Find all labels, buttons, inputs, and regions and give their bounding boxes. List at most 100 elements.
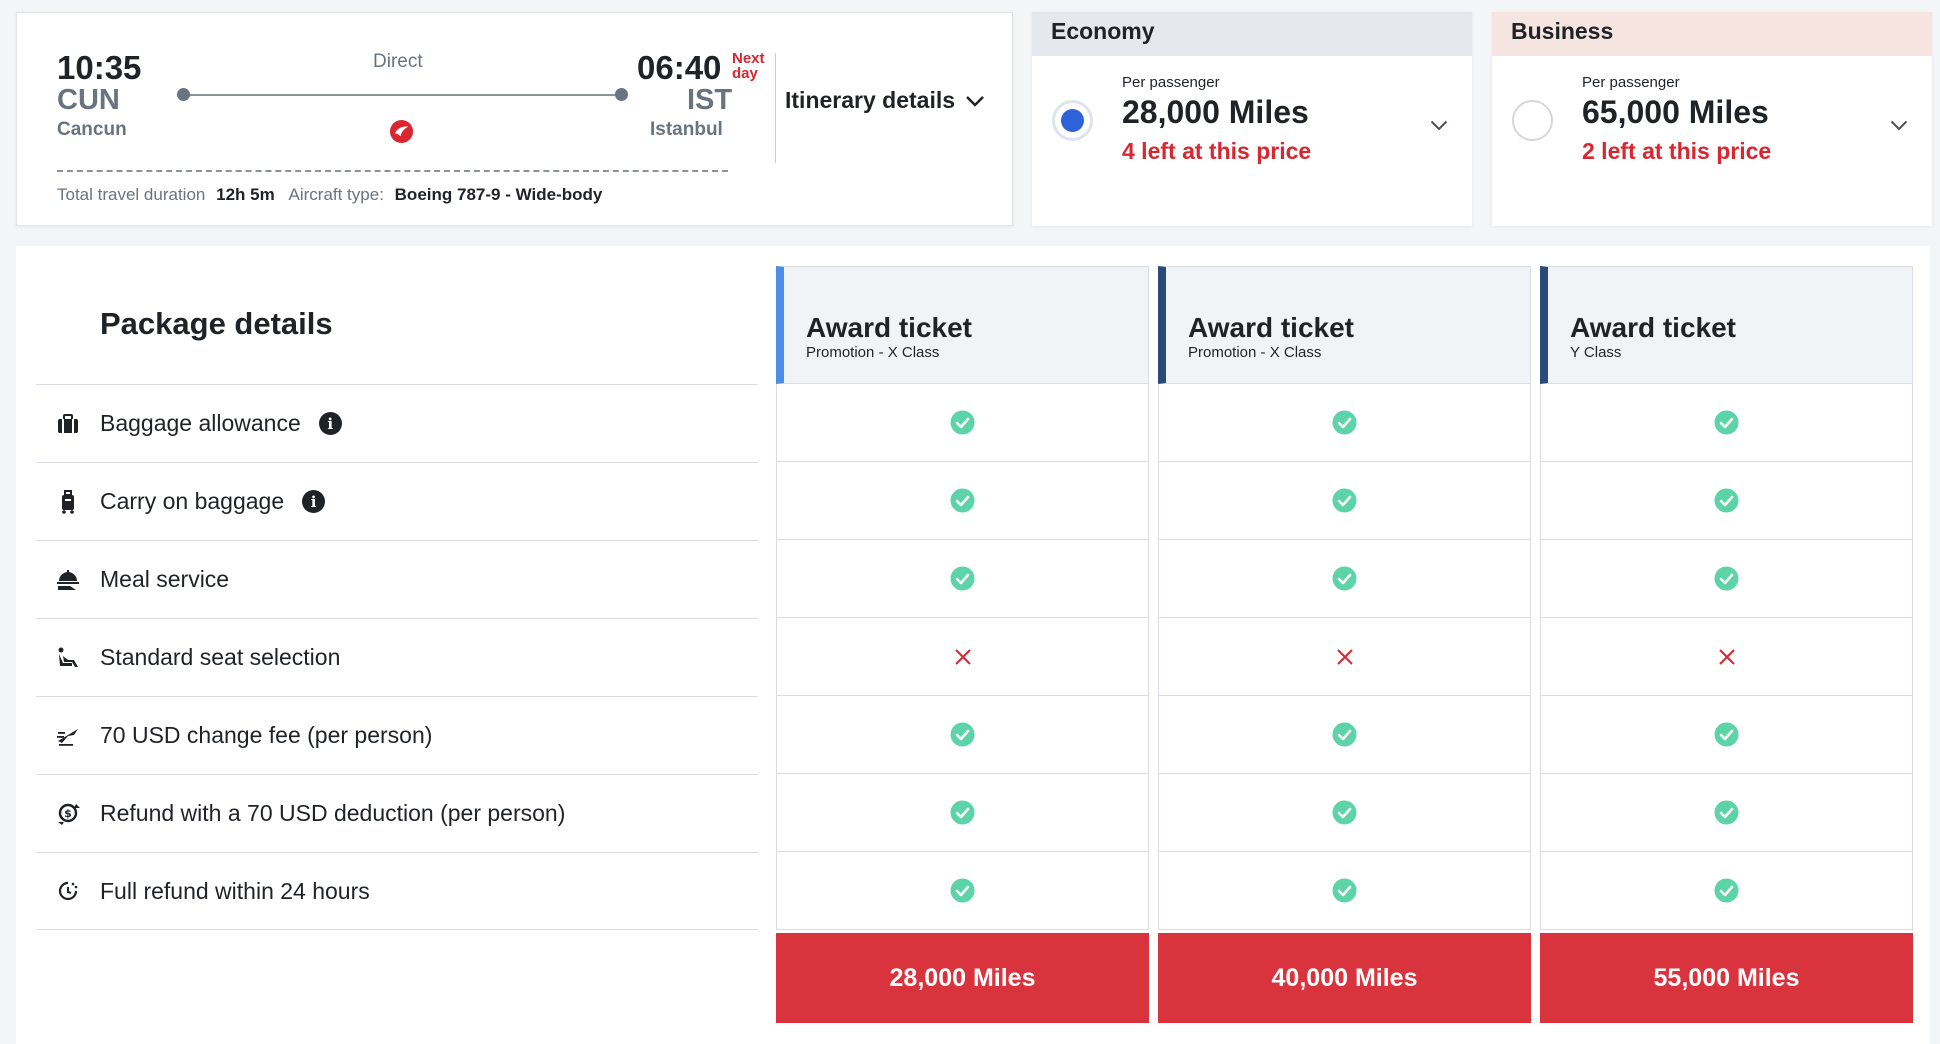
check-icon	[950, 488, 975, 513]
feature-label: 70 USD change fee (per person)	[100, 722, 433, 748]
feature-label: Refund with a 70 USD deduction (per pers…	[100, 800, 566, 826]
package-details-title: Package details	[100, 306, 333, 341]
chevron-down-icon[interactable]	[1430, 120, 1448, 131]
check-icon	[1714, 410, 1739, 435]
fare-cell	[1158, 540, 1531, 618]
flight-summary-card: 10:35 CUN Cancun Direct 06:40 Next day I…	[16, 12, 1013, 226]
fare-cell	[1158, 384, 1531, 462]
cabin-name: Business	[1492, 12, 1932, 56]
fare-cell	[1158, 696, 1531, 774]
change-fee-icon	[36, 726, 100, 746]
fare-cells	[1158, 384, 1531, 930]
fare-cell	[1540, 696, 1913, 774]
full-refund-icon	[36, 880, 100, 902]
check-icon	[950, 800, 975, 825]
cross-icon	[954, 648, 972, 666]
select-fare-button[interactable]: 55,000 Miles	[1540, 933, 1913, 1023]
select-fare-button[interactable]: 40,000 Miles	[1158, 933, 1531, 1023]
fare-cell	[1158, 774, 1531, 852]
check-icon	[1714, 722, 1739, 747]
fare-cell	[1540, 618, 1913, 696]
feature-row-baggage: Baggage allowance i	[36, 384, 758, 462]
fare-cell	[776, 618, 1149, 696]
duration-value: 12h 5m	[216, 185, 275, 204]
fare-cell	[776, 462, 1149, 540]
check-icon	[950, 722, 975, 747]
fare-title: Award ticket	[806, 312, 972, 343]
route-line	[183, 94, 621, 96]
check-icon	[1332, 488, 1357, 513]
check-icon	[1714, 800, 1739, 825]
check-icon	[950, 878, 975, 903]
aircraft-label: Aircraft type:	[288, 185, 384, 204]
cabin-radio-business[interactable]	[1512, 100, 1553, 141]
refund-icon: $	[36, 802, 100, 826]
seat-icon	[36, 647, 100, 669]
feature-row-full-refund: Full refund within 24 hours	[36, 852, 758, 930]
info-icon[interactable]: i	[302, 490, 326, 513]
fare-cell	[1158, 462, 1531, 540]
select-fare-button[interactable]: 28,000 Miles	[776, 933, 1149, 1023]
itinerary-details-label: Itinerary details	[785, 87, 956, 113]
check-icon	[950, 410, 975, 435]
feature-label: Full refund within 24 hours	[100, 877, 370, 904]
fare-cell	[776, 540, 1149, 618]
feature-row-change-fee: 70 USD change fee (per person)	[36, 696, 758, 774]
feature-label: Standard seat selection	[100, 644, 341, 670]
fare-header: Award ticket Promotion - X Class	[776, 266, 1149, 384]
fare-cells	[1540, 384, 1913, 930]
next-day-line1: Next	[732, 50, 765, 67]
cabin-name: Economy	[1032, 12, 1472, 56]
feature-row-refund: $ Refund with a 70 USD deduction (per pe…	[36, 774, 758, 852]
chevron-down-icon[interactable]	[1890, 120, 1908, 131]
departure-airport-code: CUN	[57, 84, 120, 116]
fare-cell	[1540, 462, 1913, 540]
fare-cell	[1540, 384, 1913, 462]
fare-cell	[776, 852, 1149, 930]
vertical-divider	[775, 53, 776, 163]
fare-subtitle: Y Class	[1570, 344, 1622, 361]
chevron-down-icon	[966, 95, 984, 107]
check-icon	[1714, 878, 1739, 903]
arrival-airport-code: IST	[687, 84, 733, 116]
feature-label: Carry on baggage	[100, 488, 285, 514]
departure-city: Cancun	[57, 119, 127, 140]
route-end-dot	[615, 88, 628, 101]
fare-cell	[1540, 852, 1913, 930]
fare-cell	[1540, 540, 1913, 618]
arrival-city: Istanbul	[650, 119, 723, 140]
check-icon	[1332, 410, 1357, 435]
info-icon[interactable]: i	[318, 412, 342, 435]
baggage-icon	[36, 413, 100, 434]
availability-text: 4 left at this price	[1122, 138, 1312, 164]
cabin-miles: 65,000 Miles	[1582, 94, 1769, 130]
fare-subtitle: Promotion - X Class	[1188, 344, 1322, 361]
cabin-card-economy[interactable]: Economy Per passenger 28,000 Miles 4 lef…	[1032, 12, 1472, 226]
fare-cell	[1158, 618, 1531, 696]
fare-column-3: Award ticket Y Class 55,000 Miles	[1540, 266, 1913, 1023]
cabin-radio-economy[interactable]	[1052, 100, 1093, 141]
feature-row-meal: Meal service	[36, 540, 758, 618]
route-start-dot	[177, 88, 190, 101]
route-type: Direct	[373, 51, 423, 72]
fare-title: Award ticket	[1188, 312, 1354, 343]
cross-icon	[1336, 648, 1354, 666]
itinerary-details-button[interactable]: Itinerary details	[785, 87, 985, 114]
check-icon	[1332, 878, 1357, 903]
cabin-card-business[interactable]: Business Per passenger 65,000 Miles 2 le…	[1492, 12, 1932, 226]
dashed-divider	[57, 170, 728, 172]
fare-header: Award ticket Promotion - X Class	[1158, 266, 1531, 384]
airline-logo-icon	[389, 119, 414, 144]
feature-row-seat: Standard seat selection	[36, 618, 758, 696]
duration-label: Total travel duration	[57, 185, 206, 204]
arrival-time: 06:40	[637, 49, 722, 86]
check-icon	[1332, 800, 1357, 825]
aircraft-value: Boeing 787-9 - Wide-body	[394, 185, 603, 204]
next-day-line2: day	[732, 65, 758, 82]
check-icon	[1714, 566, 1739, 591]
feature-label: Meal service	[100, 566, 230, 592]
fare-cell	[1158, 852, 1531, 930]
check-icon	[950, 566, 975, 591]
fare-cell	[776, 774, 1149, 852]
duration-row: Total travel duration 12h 5m Aircraft ty…	[57, 185, 602, 205]
